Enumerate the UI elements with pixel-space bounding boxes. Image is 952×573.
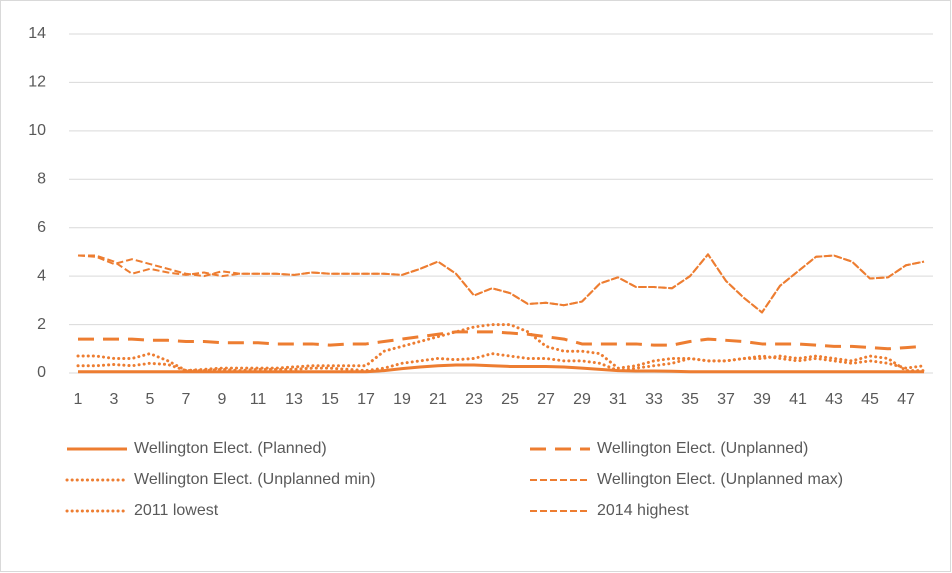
x-tick-label: 29 — [573, 391, 591, 408]
y-tick-label: 14 — [28, 25, 46, 42]
x-tick-label: 25 — [501, 391, 519, 408]
x-tick-label: 43 — [825, 391, 843, 408]
x-tick-label: 13 — [285, 391, 303, 408]
x-tick-label: 3 — [110, 391, 119, 408]
series-line — [76, 352, 926, 373]
x-tick-label: 19 — [393, 391, 411, 408]
y-tick-label: 2 — [37, 316, 46, 333]
legend-label: Wellington Elect. (Unplanned min) — [134, 471, 376, 488]
x-tick-label: 11 — [250, 391, 267, 408]
y-tick-label: 6 — [37, 219, 46, 236]
x-tick-label: 27 — [537, 391, 555, 408]
series-line — [78, 363, 924, 374]
legend-label: Wellington Elect. (Unplanned) — [597, 440, 808, 457]
y-tick-label: 0 — [37, 364, 46, 381]
x-tick-label: 5 — [146, 391, 155, 408]
legend-label: 2014 highest — [597, 502, 689, 519]
x-tick-label: 33 — [645, 391, 663, 408]
x-tick-label: 35 — [681, 391, 699, 408]
y-tick-label: 8 — [37, 171, 46, 188]
legend-label: Wellington Elect. (Planned) — [134, 440, 327, 457]
x-tick-label: 37 — [717, 391, 735, 408]
y-tick-label: 12 — [28, 74, 46, 91]
x-tick-label: 31 — [609, 391, 627, 408]
y-tick-label: 4 — [37, 267, 46, 284]
legend-label: 2011 lowest — [134, 502, 219, 519]
series-line — [77, 253, 925, 314]
y-tick-label: 10 — [28, 122, 46, 139]
x-tick-label: 21 — [429, 391, 447, 408]
x-tick-label: 15 — [321, 391, 339, 408]
series-line — [78, 330, 925, 351]
x-tick-label: 23 — [465, 391, 483, 408]
x-tick-label: 39 — [753, 391, 771, 408]
x-tick-label: 17 — [357, 391, 375, 408]
legend-label: Wellington Elect. (Unplanned max) — [597, 471, 843, 488]
x-tick-label: 7 — [182, 391, 191, 408]
x-tick-label: 1 — [74, 391, 83, 408]
x-tick-label: 9 — [218, 391, 227, 408]
x-tick-label: 41 — [789, 391, 807, 408]
x-tick-label: 45 — [861, 391, 879, 408]
x-tick-label: 47 — [897, 391, 915, 408]
